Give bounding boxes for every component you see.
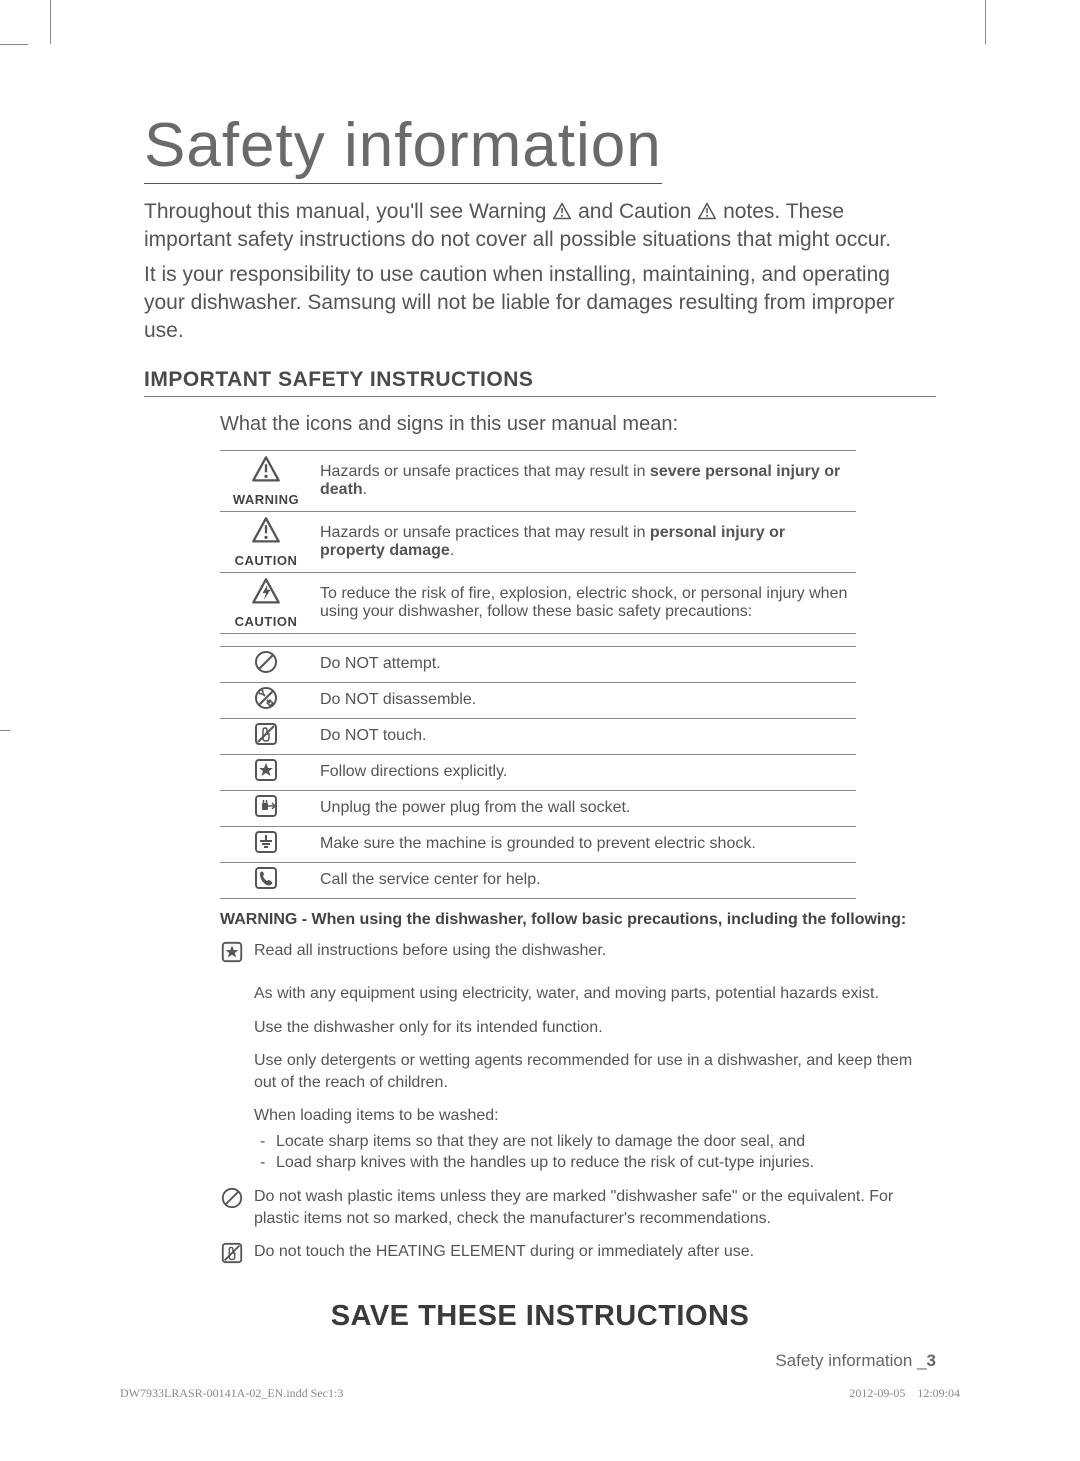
symbol-icon-cell xyxy=(220,862,312,898)
hazard-label: CAUTION xyxy=(224,553,308,568)
ground-box-icon xyxy=(253,842,279,859)
precaution-text: Do not touch the HEATING ELEMENT during … xyxy=(254,1241,936,1263)
symbol-description: Do NOT touch. xyxy=(312,718,856,754)
precaution-subitem: Locate sharp items so that they are not … xyxy=(254,1131,936,1153)
warning-triangle-icon xyxy=(697,200,717,223)
footer-label: Safety information _ xyxy=(775,1351,926,1370)
symbol-icon-cell xyxy=(220,718,312,754)
print-time: 12:09:04 xyxy=(917,1386,960,1400)
table-row: Follow directions explicitly. xyxy=(220,754,856,790)
no-attempt-icon xyxy=(253,662,279,679)
symbol-description: Call the service center for help. xyxy=(312,862,856,898)
precaution-item: Do not wash plastic items unless they ar… xyxy=(220,1186,936,1229)
precaution-text: As with any equipment using electricity,… xyxy=(254,983,936,1005)
precaution-text: Use the dishwasher only for its intended… xyxy=(254,1017,936,1039)
hazard-icon-cell: CAUTION xyxy=(220,511,312,572)
table-row: Unplug the power plug from the wall sock… xyxy=(220,790,856,826)
precaution-item: Use the dishwasher only for its intended… xyxy=(220,1017,936,1039)
symbol-description: Unplug the power plug from the wall sock… xyxy=(312,790,856,826)
intro-paragraph-1: Throughout this manual, you'll see Warni… xyxy=(144,198,936,255)
divider xyxy=(144,396,936,397)
precaution-text: Do not wash plastic items unless they ar… xyxy=(254,1186,936,1229)
hazard-description: Hazards or unsafe practices that may res… xyxy=(312,511,856,572)
page-number: 3 xyxy=(927,1351,936,1370)
no-touch-icon xyxy=(253,734,279,751)
precaution-item: Use only detergents or wetting agents re… xyxy=(220,1050,936,1093)
warning-follow-text: WARNING - When using the dishwasher, fol… xyxy=(220,909,936,931)
hazard-label: CAUTION xyxy=(224,614,308,629)
symbol-icon-cell xyxy=(220,754,312,790)
symbol-icon-cell xyxy=(220,826,312,862)
intro-text: and Caution xyxy=(578,200,697,223)
no-attempt-icon xyxy=(220,1186,248,1217)
symbol-description: Do NOT attempt. xyxy=(312,646,856,682)
symbol-description: Do NOT disassemble. xyxy=(312,682,856,718)
hazard-icon-cell: WARNING xyxy=(220,450,312,511)
table-row: Do NOT disassemble. xyxy=(220,682,856,718)
hazard-icon-table: WARNING Hazards or unsafe practices that … xyxy=(220,450,856,634)
precaution-item: When loading items to be washed:Locate s… xyxy=(220,1105,936,1174)
symbol-description: Follow directions explicitly. xyxy=(312,754,856,790)
section-heading: IMPORTANT SAFETY INSTRUCTIONS xyxy=(144,368,936,392)
table-row: Make sure the machine is grounded to pre… xyxy=(220,826,856,862)
hazard-description: Hazards or unsafe practices that may res… xyxy=(312,450,856,511)
print-file: DW7933LRASR-00141A-02_EN.indd Sec1:3 xyxy=(120,1386,343,1401)
no-disassemble-icon xyxy=(253,698,279,715)
precaution-item: Read all instructions before using the d… xyxy=(220,940,936,971)
table-row: Call the service center for help. xyxy=(220,862,856,898)
symbol-description: Make sure the machine is grounded to pre… xyxy=(312,826,856,862)
hazard-icon-cell: CAUTION xyxy=(220,572,312,633)
save-instructions-heading: SAVE THESE INSTRUCTIONS xyxy=(144,1300,936,1333)
precautions-list: Read all instructions before using the d… xyxy=(220,940,936,1272)
star-box-icon xyxy=(253,770,279,787)
page-title: Safety information xyxy=(144,110,662,184)
page-footer: Safety information _3 xyxy=(144,1351,936,1371)
symbol-icon-cell xyxy=(220,646,312,682)
star-box-icon xyxy=(220,940,248,971)
precaution-item: Do not touch the HEATING ELEMENT during … xyxy=(220,1241,936,1272)
warning-triangle-icon xyxy=(251,472,281,489)
print-footer: DW7933LRASR-00141A-02_EN.indd Sec1:3 201… xyxy=(120,1386,960,1401)
symbol-icon-cell xyxy=(220,790,312,826)
precaution-text: When loading items to be washed:Locate s… xyxy=(254,1105,936,1174)
intro-text: Throughout this manual, you'll see Warni… xyxy=(144,200,552,223)
table-row: CAUTION To reduce the risk of fire, explo… xyxy=(220,572,856,633)
precaution-text: Use only detergents or wetting agents re… xyxy=(254,1050,936,1093)
print-date: 2012-09-05 xyxy=(849,1386,905,1400)
table-row: Do NOT touch. xyxy=(220,718,856,754)
warning-triangle-icon xyxy=(552,200,572,223)
precaution-subitem: Load sharp knives with the handles up to… xyxy=(254,1152,936,1174)
symbol-icon-cell xyxy=(220,682,312,718)
table-row: CAUTION Hazards or unsafe practices that … xyxy=(220,511,856,572)
hazard-label: WARNING xyxy=(224,492,308,507)
symbol-icon-table: Do NOT attempt.Do NOT disassemble.Do NOT… xyxy=(220,646,856,899)
precaution-item: As with any equipment using electricity,… xyxy=(220,983,936,1005)
precaution-text: Read all instructions before using the d… xyxy=(254,940,936,962)
hazard-description: To reduce the risk of fire, explosion, e… xyxy=(312,572,856,633)
caution-spark-icon xyxy=(251,594,281,611)
phone-box-icon xyxy=(253,878,279,895)
no-touch-icon xyxy=(220,1241,248,1272)
table-row: WARNING Hazards or unsafe practices that … xyxy=(220,450,856,511)
warning-triangle-icon xyxy=(251,533,281,550)
intro-paragraph-2: It is your responsibility to use caution… xyxy=(144,261,936,346)
unplug-box-icon xyxy=(253,806,279,823)
table-row: Do NOT attempt. xyxy=(220,646,856,682)
icons-intro: What the icons and signs in this user ma… xyxy=(220,413,936,436)
